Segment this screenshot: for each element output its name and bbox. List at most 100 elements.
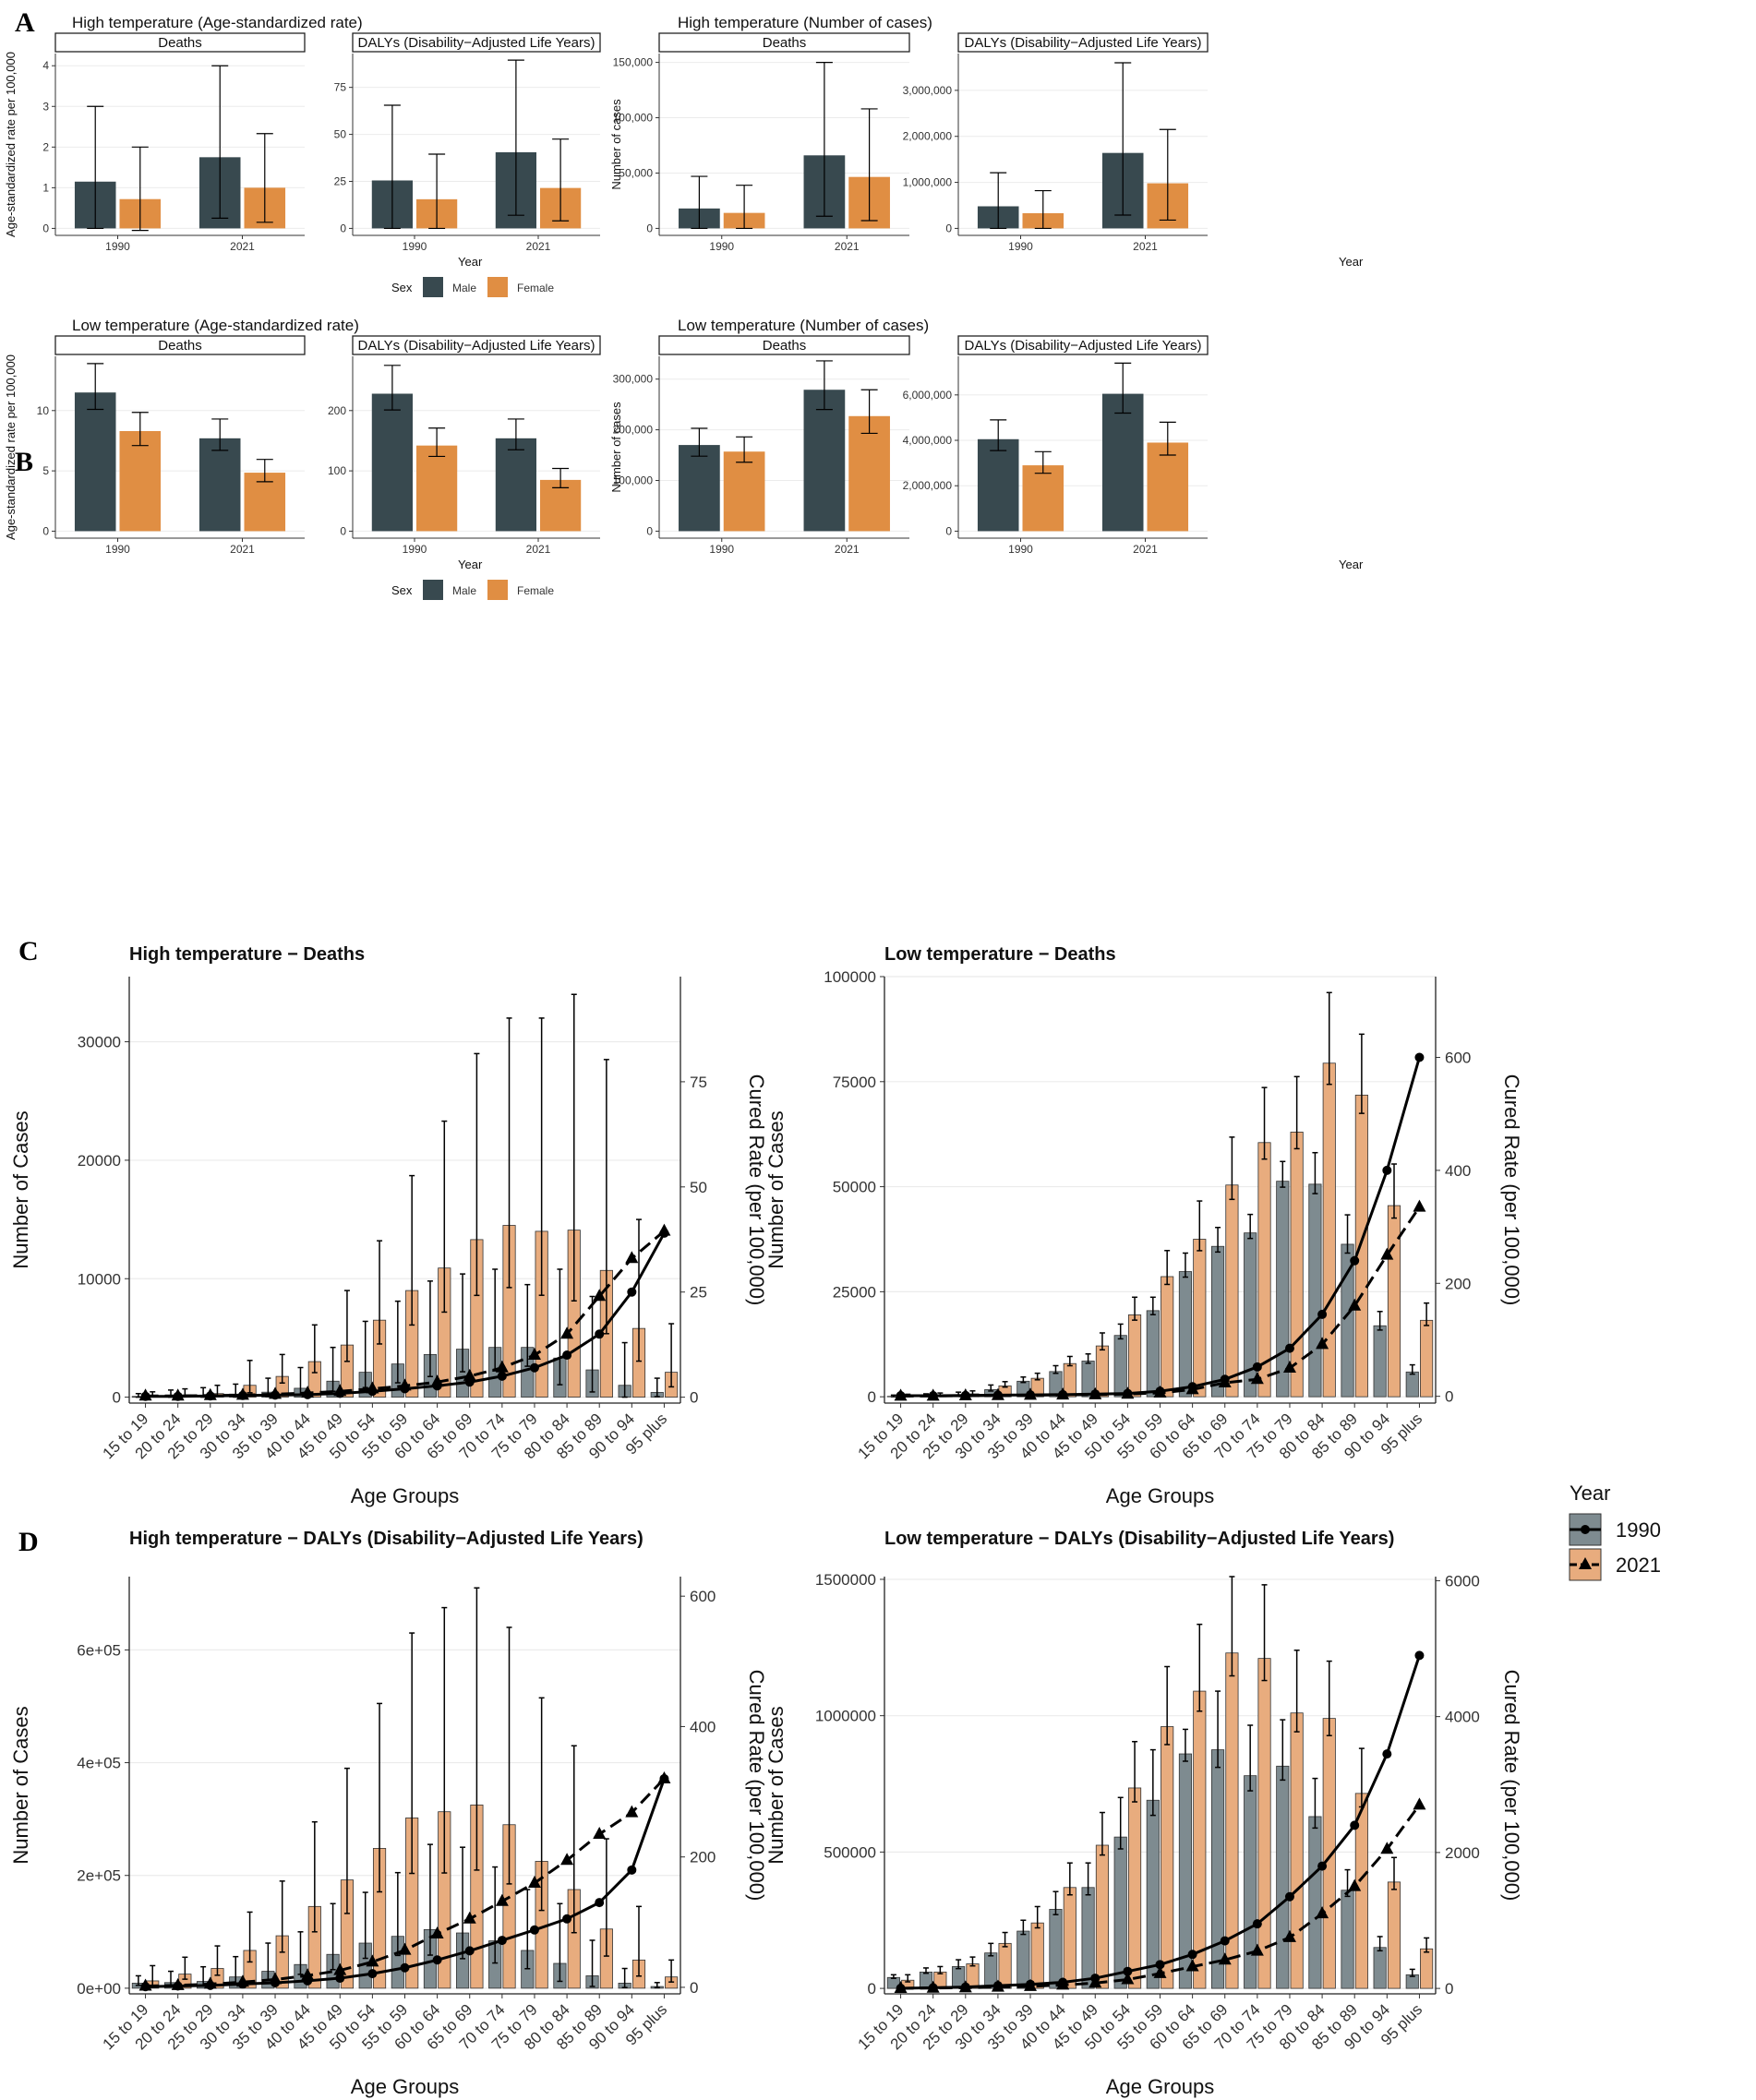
y2-axis-title: Cured Rate (per 100,000) — [1500, 1074, 1523, 1306]
point-2021 — [560, 1326, 574, 1339]
facet-strip-label: Deaths — [158, 338, 202, 354]
y-axis-title: Number of Cases — [9, 1706, 32, 1864]
point-2021 — [527, 1348, 541, 1361]
point-2021 — [269, 1972, 283, 1985]
point-2021 — [1413, 1797, 1426, 1810]
bar-1990-80 to 84 — [1308, 1183, 1322, 1398]
y-tick-label: 1500000 — [815, 1571, 876, 1589]
bar-2021-50 to 54 — [1127, 1787, 1142, 1989]
x-tick-label: 2021 — [1133, 240, 1158, 253]
point-2021 — [1088, 1386, 1102, 1399]
bar-1990-75 to 79 — [1276, 1181, 1290, 1398]
bar-1990-60 to 64 — [1178, 1271, 1193, 1398]
point-2021 — [398, 1378, 412, 1391]
facet-strip — [54, 335, 306, 355]
point-2021 — [926, 1388, 940, 1401]
facet-strip-label: Deaths — [763, 338, 807, 354]
facet-strip — [54, 32, 306, 53]
y-tick-label: 50 — [334, 128, 347, 141]
bar-male-1990 — [371, 393, 413, 532]
y2-tick-label: 200 — [1445, 1275, 1471, 1292]
point-2021 — [1413, 1199, 1426, 1212]
y-tick-label: 20000 — [78, 1152, 121, 1170]
bar-2021-55 to 59 — [1161, 1276, 1174, 1398]
y-tick-label: 4e+05 — [77, 1755, 121, 1772]
facet-B-2: Deaths 0 100,000 200,000 300,000 1990 2021 — [613, 335, 910, 556]
bar-female-1990 — [723, 451, 765, 532]
y2-axis-title: Cured Rate (per 100,000) — [745, 1670, 768, 1902]
point-1990 — [562, 1914, 572, 1924]
legend-key-male — [423, 580, 443, 600]
point-1990 — [497, 1371, 507, 1381]
bar-2021-30 to 34 — [998, 1942, 1012, 1989]
combo-chart-0: High temperature − Deaths 0 10000 20000 3000… — [9, 944, 768, 1507]
x-tick-label: 1990 — [1008, 240, 1033, 253]
bar-male-2021 — [803, 390, 846, 532]
point-2021 — [333, 1384, 347, 1397]
y-tick-label: 10 — [37, 404, 50, 417]
point-2021 — [894, 1981, 908, 1994]
y-tick-label: 0 — [42, 524, 49, 537]
y2-tick-label: 0 — [1445, 1980, 1453, 1998]
point-2021 — [1282, 1361, 1296, 1374]
legend-title: Sex — [391, 583, 413, 597]
x-tick-label: 2021 — [230, 240, 255, 253]
y2-tick-label: 600 — [690, 1588, 716, 1605]
bar-1990-65 to 69 — [1210, 1749, 1225, 1989]
group-title: High temperature (Age-standardized rate) — [72, 14, 363, 31]
point-2021 — [366, 1381, 379, 1394]
legend-key-female — [487, 580, 508, 600]
point-2021 — [894, 1388, 908, 1401]
x-tick-label: 1990 — [1008, 543, 1033, 556]
legend-label-2021: 2021 — [1616, 1554, 1661, 1577]
x-axis-title: Year — [458, 255, 483, 269]
legend-label-male: Male — [452, 282, 476, 294]
point-2021 — [1153, 1385, 1167, 1398]
y-tick-label: 10000 — [78, 1270, 121, 1288]
point-1990 — [1284, 1343, 1294, 1353]
y-tick-label: 0 — [646, 222, 653, 234]
bar-2021-60 to 64 — [1193, 1239, 1207, 1398]
facet-strip — [352, 335, 601, 355]
facet-B-0: Deaths 0 5 10 1990 2021 — [37, 335, 306, 556]
point-2021 — [430, 1926, 444, 1939]
y-tick-label: 6,000,000 — [903, 389, 953, 402]
panel-label-b: B — [15, 447, 33, 477]
bar-female-1990 — [119, 430, 162, 532]
point-2021 — [625, 1805, 639, 1818]
bar-1990-50 to 54 — [1113, 1335, 1127, 1398]
point-2021 — [203, 1976, 217, 1989]
point-2021 — [1121, 1972, 1135, 1985]
point-2021 — [625, 1251, 639, 1264]
group-title: Low temperature (Number of cases) — [678, 317, 929, 334]
bar-female-1990 — [416, 445, 458, 532]
y-tick-label: 50,000 — [619, 166, 653, 179]
point-2021 — [1024, 1387, 1038, 1400]
chart-title: Low temperature − Deaths — [884, 944, 1116, 965]
chart-title: Low temperature − DALYs (Disability−Adju… — [884, 1529, 1394, 1549]
x-tick-label: 2021 — [526, 240, 551, 253]
y2-tick-label: 25 — [690, 1284, 707, 1302]
y-tick-label: 1,000,000 — [903, 176, 953, 189]
legend-title: Year — [1570, 1482, 1610, 1505]
bar-1990-85 to 89 — [1341, 1890, 1354, 1989]
point-1990 — [367, 1969, 378, 1979]
y-tick-label: 3 — [42, 100, 49, 113]
point-2021 — [527, 1875, 541, 1888]
y2-axis-title: Cured Rate (per 100,000) — [745, 1074, 768, 1306]
bar-2021-95 plus — [1420, 1319, 1434, 1398]
y-tick-label: 75000 — [833, 1074, 876, 1091]
legend-key-male — [423, 277, 443, 297]
y2-tick-label: 0 — [690, 1979, 698, 1997]
bar-female-2021 — [1147, 442, 1189, 532]
legend-year: Year 1990 2021 — [1569, 1482, 1661, 1581]
y-tick-label: 25 — [334, 175, 347, 188]
facet-A-2: Deaths 0 50,000 100,000 150,000 1990 2021 — [613, 32, 910, 253]
y-tick-label: 6e+05 — [77, 1641, 121, 1659]
bar-male-2021 — [198, 438, 241, 532]
panel-label-d: D — [18, 1527, 39, 1557]
y-axis-title: Number of cases — [609, 99, 623, 190]
bar-2021-55 to 59 — [1161, 1726, 1174, 1989]
combo-chart-2: High temperature − DALYs (Disability−Adj… — [9, 1529, 768, 2098]
